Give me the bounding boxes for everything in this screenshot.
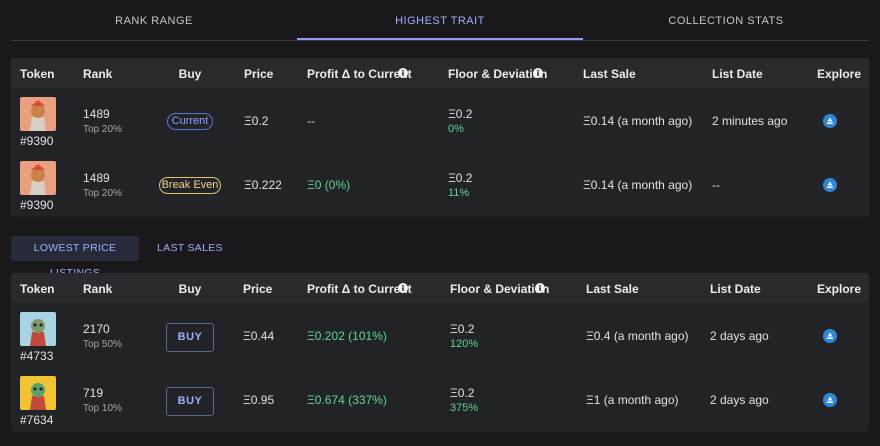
header-cell: List Date [710,282,761,296]
token-image[interactable] [20,312,56,346]
last-sale: Ξ0.14 (a month ago) [583,178,693,192]
list-date: -- [712,178,720,192]
explore-button[interactable] [823,114,837,128]
header-cell: Price [244,67,274,81]
header-cell: Rank [83,282,113,296]
info-icon[interactable] [533,68,543,78]
list-date: 2 days ago [710,329,769,343]
rank-tier: Top 20% [83,124,122,135]
subtab[interactable]: LAST SALES [157,242,223,254]
header-cell: Explore [817,282,862,296]
floor: Ξ0.2 [448,171,473,185]
table-header: Token Rank Buy Price Profit Δ to Current… [11,273,869,303]
header-cell: Floor & Deviation [448,67,548,81]
header-cell: Token [20,282,55,296]
tab[interactable]: COLLECTION STATS [668,15,784,27]
deviation: 0% [448,123,464,135]
rank: 2170 [83,322,110,336]
rank-tier: Top 10% [83,403,122,414]
list-date: 2 minutes ago [712,114,788,128]
price: Ξ0.44 [243,329,275,343]
token-id: #9390 [20,134,54,148]
explore-button[interactable] [823,393,837,407]
header-cell: Last Sale [583,67,636,81]
floor: Ξ0.2 [448,107,473,121]
token-image[interactable] [20,376,56,410]
token-id: #4733 [20,349,54,363]
subtab-active[interactable]: LOWEST PRICE LISTINGS [11,236,139,279]
info-icon[interactable] [398,283,408,293]
status-pill: Current [167,113,213,130]
last-sale: Ξ1 (a month ago) [586,393,679,407]
profit: Ξ0 (0%) [307,178,351,192]
trait-table: Token Rank Buy Price Profit Δ to Current… [11,58,869,217]
info-icon[interactable] [535,283,545,293]
header-cell: Rank [83,67,113,81]
header-cell: Profit Δ to Current [307,282,412,296]
tab-underline [297,38,583,40]
info-icon[interactable] [398,68,408,78]
header-cell: Floor & Deviation [450,282,550,296]
table-row: #9390 1489 Top 20% Current Ξ0.2 -- Ξ0.2 … [11,89,869,153]
floor: Ξ0.2 [450,386,475,400]
rank: 719 [83,386,104,400]
rank: 1489 [83,171,110,185]
header-cell: Profit Δ to Current [307,67,412,81]
rank-tier: Top 50% [83,339,122,350]
token-id: #7634 [20,413,54,427]
table-row: #7634 719 Top 10% BUY Ξ0.95 Ξ0.674 (337%… [11,368,869,432]
profit: Ξ0.202 (101%) [307,329,387,343]
profit: Ξ0.674 (337%) [307,393,387,407]
buy-button[interactable]: BUY [166,387,214,416]
token-id: #9390 [20,198,54,212]
table-header: Token Rank Buy Price Profit Δ to Current… [11,58,869,88]
header-cell: Buy [178,282,202,296]
profit: -- [307,114,315,128]
header-cell: Explore [817,67,862,81]
explore-button[interactable] [823,178,837,192]
floor: Ξ0.2 [450,322,475,336]
deviation: 120% [450,338,479,350]
token-image[interactable] [20,161,56,195]
last-sale: Ξ0.14 (a month ago) [583,114,693,128]
list-date: 2 days ago [710,393,769,407]
tab-active[interactable]: HIGHEST TRAIT [395,15,485,27]
listings-table: Token Rank Buy Price Profit Δ to Current… [11,273,869,432]
price: Ξ0.95 [243,393,275,407]
header-cell: Last Sale [586,282,639,296]
token-image[interactable] [20,97,56,131]
status-pill: Break Even [159,177,221,194]
header-cell: List Date [712,67,763,81]
tab[interactable]: RANK RANGE [115,15,193,27]
rank-tier: Top 20% [83,188,122,199]
explore-button[interactable] [823,329,837,343]
header-cell: Price [243,282,273,296]
table-row: #9390 1489 Top 20% Break Even Ξ0.222 Ξ0 … [11,153,869,217]
table-row: #4733 2170 Top 50% BUY Ξ0.44 Ξ0.202 (101… [11,304,869,368]
header-cell: Token [20,67,55,81]
last-sale: Ξ0.4 (a month ago) [586,329,689,343]
price: Ξ0.2 [244,114,269,128]
deviation: 375% [450,402,479,414]
header-cell: Buy [178,67,202,81]
deviation: 11% [448,187,470,199]
rank: 1489 [83,107,110,121]
tab-divider [11,40,869,41]
price: Ξ0.222 [244,178,282,192]
buy-button[interactable]: BUY [166,323,214,352]
